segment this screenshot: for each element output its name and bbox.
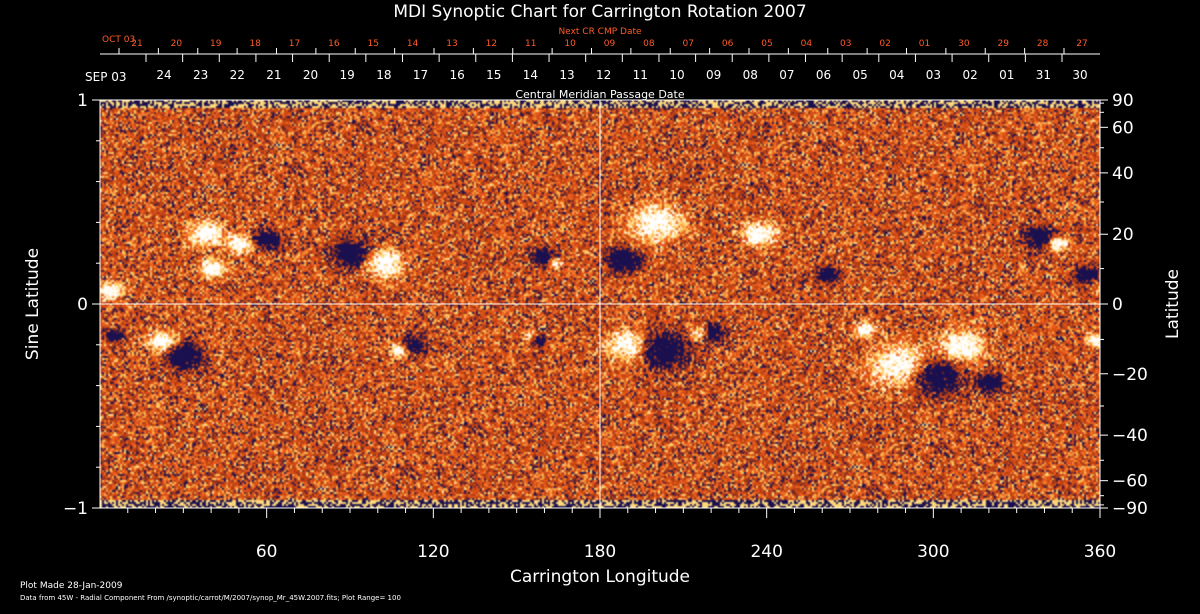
next-cmp-date-axis-title: Next CR CMP Date <box>558 27 642 37</box>
next-cmp-date-tick-label: 17 <box>289 39 300 49</box>
latitude-axis: 90 60 40 20 0 −20 −40 −60 −90 <box>1100 91 1148 519</box>
next-cmp-date-tick-label: 03 <box>840 39 851 49</box>
next-cmp-date-tick-label: 11 <box>525 39 536 49</box>
cmp-date-tick-label: 07 <box>779 68 794 82</box>
cmp-date-tick-label: 09 <box>706 68 721 82</box>
next-cmp-date-tick-label: 13 <box>446 39 457 49</box>
next-cmp-date-tick-label: 21 <box>131 39 142 49</box>
latitude-tick-label: 40 <box>1112 164 1134 184</box>
next-cmp-date-tick-label: 20 <box>171 39 183 49</box>
next-cmp-date-tick-label: 10 <box>564 39 576 49</box>
chart-title: MDI Synoptic Chart for Carrington Rotati… <box>393 2 806 22</box>
longitude-tick-label: 360 <box>1084 542 1116 562</box>
carrington-longitude-axis: 60 120 180 240 300 360 <box>127 508 1116 562</box>
latitude-tick-label: −20 <box>1112 365 1148 385</box>
cmp-date-tick-label: 10 <box>669 68 684 82</box>
cmp-date-tick-label: 04 <box>889 68 904 82</box>
next-cmp-date-axis: Next CR CMP Date OCT 03 21 20 19 18 17 16 15 14… <box>100 27 1100 55</box>
sine-latitude-axis: 1 0 −1 <box>63 91 100 519</box>
next-cmp-date-tick-label: 06 <box>722 39 734 49</box>
plot-made-note: Plot Made 28-Jan-2009 <box>20 581 123 591</box>
next-cmp-date-tick-label: 14 <box>407 39 419 49</box>
next-cmp-date-tick-label: 08 <box>643 39 655 49</box>
latitude-tick-label: −90 <box>1112 499 1148 519</box>
cmp-date-tick-label: 13 <box>559 68 574 82</box>
cmp-date-tick-label: 31 <box>1036 68 1051 82</box>
carrington-longitude-axis-label: Carrington Longitude <box>510 567 690 587</box>
cmp-date-tick-label: 17 <box>413 68 428 82</box>
longitude-tick-label: 120 <box>417 542 449 562</box>
cmp-date-month: SEP 03 <box>85 70 127 84</box>
latitude-tick-label: 60 <box>1112 118 1134 138</box>
cmp-date-tick-label: 12 <box>596 68 611 82</box>
cmp-date-tick-label: 18 <box>376 68 391 82</box>
next-cmp-date-tick-label: 02 <box>879 39 890 49</box>
cmp-date-tick-label: 23 <box>193 68 208 82</box>
latitude-tick-label: 20 <box>1112 225 1134 245</box>
next-cmp-date-tick-label: 30 <box>958 39 970 49</box>
cmp-date-tick-label: 03 <box>926 68 941 82</box>
latitude-tick-label: −40 <box>1112 426 1148 446</box>
latitude-axis-label: Latitude <box>1163 269 1183 339</box>
next-cmp-date-tick-label: 05 <box>761 39 772 49</box>
cmp-date-tick-label: 30 <box>1072 68 1087 82</box>
cmp-date-tick-label: 19 <box>340 68 355 82</box>
cmp-date-tick-label: 21 <box>266 68 281 82</box>
cmp-date-tick-label: 01 <box>999 68 1014 82</box>
sine-latitude-tick-label: 0 <box>77 295 88 315</box>
cmp-date-tick-label: 22 <box>230 68 245 82</box>
sine-latitude-tick-label: 1 <box>77 91 88 111</box>
next-cmp-date-tick-label: 12 <box>486 39 497 49</box>
longitude-tick-label: 180 <box>584 542 616 562</box>
cmp-date-tick-label: 06 <box>816 68 831 82</box>
cmp-date-tick-label: 05 <box>853 68 868 82</box>
next-cmp-date-tick-label: 07 <box>683 39 694 49</box>
cmp-date-tick-label: 16 <box>449 68 464 82</box>
latitude-tick-label: −60 <box>1112 472 1148 492</box>
next-cmp-date-tick-label: 19 <box>210 39 222 49</box>
latitude-tick-label: 90 <box>1112 91 1134 111</box>
next-cmp-date-tick-label: 16 <box>328 39 340 49</box>
longitude-tick-label: 60 <box>256 542 278 562</box>
next-cmp-date-tick-label: 28 <box>1037 39 1049 49</box>
cmp-date-axis: SEP 03 Central Meridian Passage Date 24 2… <box>85 54 1088 101</box>
cmp-date-tick-label: 20 <box>303 68 318 82</box>
next-cmp-date-month: OCT 03 <box>102 35 135 45</box>
cmp-date-tick-label: 08 <box>743 68 758 82</box>
sine-latitude-axis-label: Sine Latitude <box>23 248 43 360</box>
next-cmp-date-tick-label: 09 <box>604 39 616 49</box>
next-cmp-date-tick-label: 27 <box>1076 39 1087 49</box>
next-cmp-date-tick-label: 15 <box>368 39 379 49</box>
next-cmp-date-tick-label: 29 <box>998 39 1010 49</box>
next-cmp-date-tick-label: 18 <box>249 39 261 49</box>
cmp-date-tick-label: 15 <box>486 68 501 82</box>
data-source-note: Data from 45W - Radial Component From /s… <box>20 594 401 602</box>
longitude-tick-label: 300 <box>917 542 949 562</box>
longitude-tick-label: 240 <box>750 542 782 562</box>
cmp-date-tick-label: 24 <box>156 68 171 82</box>
next-cmp-date-tick-label: 01 <box>919 39 930 49</box>
latitude-tick-label: 0 <box>1112 295 1123 315</box>
cmp-date-tick-label: 02 <box>962 68 977 82</box>
cmp-date-axis-title: Central Meridian Passage Date <box>515 88 684 101</box>
cmp-date-tick-label: 14 <box>523 68 538 82</box>
sine-latitude-tick-label: −1 <box>63 499 88 519</box>
crosshair <box>100 100 1100 508</box>
cmp-date-tick-label: 11 <box>633 68 648 82</box>
next-cmp-date-tick-label: 04 <box>801 39 813 49</box>
